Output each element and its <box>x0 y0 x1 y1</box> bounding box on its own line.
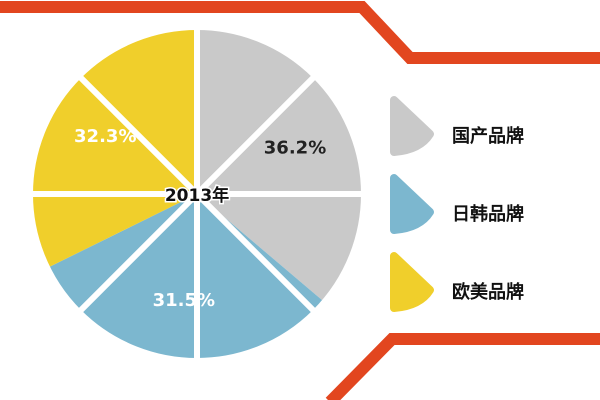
decor-line <box>0 0 600 64</box>
legend-label: 国产品牌 <box>452 125 524 147</box>
chart-title: 2013年 <box>165 185 229 206</box>
slice-gap <box>194 191 320 317</box>
decor-line <box>325 333 600 400</box>
slice-gap <box>74 191 200 317</box>
legend-swatch <box>390 96 434 156</box>
pie: 36.2% 31.5% 32.3% 2013年 <box>27 24 367 364</box>
slice-gap <box>74 71 200 197</box>
pie-slice <box>30 28 198 268</box>
pie-slice <box>197 28 363 302</box>
value-label: 36.2% <box>264 138 326 159</box>
pie-slice <box>48 194 324 360</box>
slice-gap <box>194 71 320 197</box>
legend-label: 欧美品牌 <box>452 281 524 303</box>
pie-rim <box>29 26 365 362</box>
legend-label: 日韩品牌 <box>452 203 524 225</box>
value-label: 32.3% <box>74 126 136 147</box>
legend-swatch <box>390 174 434 234</box>
value-label: 31.5% <box>153 290 215 311</box>
legend-swatch <box>390 252 434 312</box>
